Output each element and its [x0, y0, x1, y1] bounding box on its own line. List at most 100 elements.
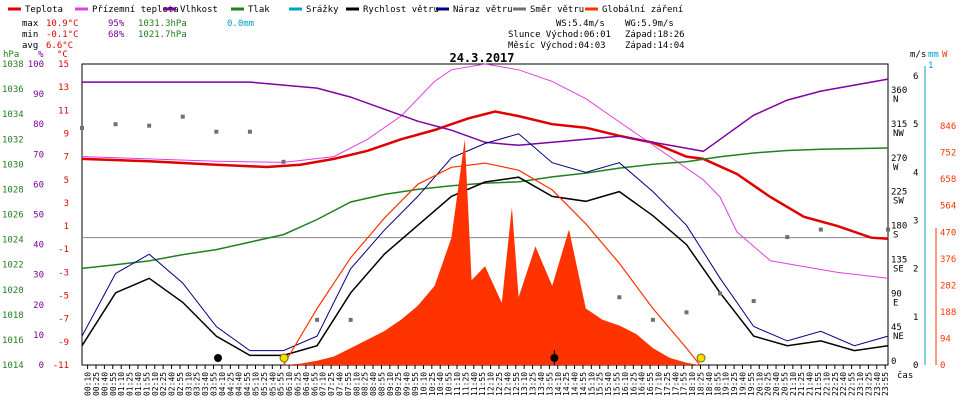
x-tick-label: 19:55: [747, 372, 756, 396]
tick-label-wind: 5: [913, 120, 918, 130]
tick-label-temperature: 15: [58, 60, 69, 70]
tick-label-radiation: 752: [940, 149, 956, 159]
tick-label-humidity: 20: [33, 301, 44, 311]
tick-label-humidity: 30: [33, 271, 44, 281]
tick-label-pressure: 1036: [2, 85, 24, 95]
unit-pct: %: [38, 50, 44, 60]
x-tick-label: 07:40: [335, 372, 344, 396]
stat-min-hum: 68%: [108, 30, 125, 40]
legend-label: Rychlost větru: [363, 5, 439, 15]
tick-label-pressure: 1030: [2, 160, 24, 170]
x-tick-label: 20:10: [755, 372, 764, 396]
x-tick-label: 10:10: [419, 372, 428, 396]
stat-moonrise: Měsíc Východ:04:03: [508, 41, 606, 51]
tick-label-radiation: 376: [940, 255, 956, 265]
tick-label-direction-name: NW: [893, 129, 904, 139]
tick-label-direction: 225: [891, 188, 907, 198]
tick-label-direction: 135: [891, 255, 907, 265]
x-tick-label: 07:55: [344, 372, 353, 396]
tick-label-rain: 1: [928, 61, 933, 71]
x-tick-label: 12:55: [512, 372, 521, 396]
tick-label-temperature: -7: [58, 315, 69, 325]
tick-label-radiation: 658: [940, 175, 956, 185]
series-wind-direction-point: [617, 295, 622, 300]
tick-label-pressure: 1018: [2, 311, 24, 321]
x-tick-label: 11:55: [478, 372, 487, 396]
x-tick-label: 17:25: [663, 372, 672, 396]
x-tick-label: 18:10: [688, 372, 697, 396]
tick-label-direction-name: SE: [893, 264, 904, 274]
tick-label-direction: 360: [891, 86, 907, 96]
series-wind-direction-point: [650, 317, 655, 322]
x-tick-label: 08:25: [361, 372, 370, 396]
x-tick-label: 18:55: [713, 372, 722, 396]
tick-label-radiation: 94: [940, 334, 951, 344]
tick-label-pressure: 1020: [2, 286, 24, 296]
x-tick-label: 13:55: [545, 372, 554, 396]
legend-label: Globální záření: [602, 5, 683, 15]
x-tick-label: 06:10: [285, 372, 294, 396]
tick-label-radiation: 0: [940, 361, 945, 371]
x-tick-label: 22:25: [831, 372, 840, 396]
stat-max-temp: 10.9°C: [46, 19, 79, 29]
series-teplota: [81, 110, 889, 241]
x-tick-label: 03:10: [184, 372, 193, 396]
tick-label-wind: 4: [913, 168, 918, 178]
x-tick-label: 23:40: [873, 372, 882, 396]
x-tick-label: 00:40: [100, 372, 109, 396]
x-tick-label: 20:25: [764, 372, 773, 396]
x-tick-label: 17:40: [671, 372, 680, 396]
x-tick-label: 20:55: [780, 372, 789, 396]
tick-label-humidity: 40: [33, 241, 44, 251]
tick-label-temperature: -5: [58, 292, 69, 302]
x-tick-label: 01:40: [134, 372, 143, 396]
x-tick-label: 03:40: [201, 372, 210, 396]
legend-label: Tlak: [248, 5, 270, 15]
x-tick-label: 10:25: [428, 372, 437, 396]
series-wind-direction-point: [147, 123, 152, 128]
x-tick-label: 19:25: [730, 372, 739, 396]
stat-sunrise: Slunce Východ:06:01: [508, 30, 611, 40]
stat-min-temp: -0.1°C: [46, 30, 79, 40]
series-wind-direction-point: [315, 317, 320, 322]
tick-label-humidity: 50: [33, 211, 44, 221]
x-tick-label: 10:55: [445, 372, 454, 396]
stat-max-rain: 0.0mm: [227, 19, 254, 29]
stat-min-label: min: [22, 30, 38, 40]
x-tick-label: 08:55: [377, 372, 386, 396]
x-tick-label: 12:10: [487, 372, 496, 396]
unit-degc: °C: [57, 50, 68, 60]
x-tick-label: 16:40: [638, 372, 647, 396]
series-wind-direction-point: [214, 129, 219, 134]
tick-label-direction: 90: [891, 289, 902, 299]
x-tick-label: 01:25: [126, 372, 135, 396]
x-tick-label: 16:10: [621, 372, 630, 396]
legend-label: Náraz větru: [453, 5, 513, 15]
x-tick-label: 11:10: [453, 372, 462, 396]
x-tick-label: 15:55: [613, 372, 622, 396]
x-tick-label: 07:25: [327, 372, 336, 396]
x-tick-label: 09:55: [411, 372, 420, 396]
sunset-marker: [696, 353, 706, 363]
legend-label: Směr větru: [530, 5, 584, 15]
sunrise-marker: [279, 353, 289, 363]
x-tick-label: 02:40: [168, 372, 177, 396]
tick-label-humidity: 70: [33, 150, 44, 160]
tick-label-wind: 3: [913, 217, 918, 227]
tick-label-direction: 0: [891, 357, 896, 367]
series-teoretick-z-en-: [282, 162, 701, 366]
series-tlak: [81, 147, 889, 270]
x-tick-label: 22:55: [848, 372, 857, 396]
tick-label-direction-name: N: [893, 95, 898, 105]
series-wind-direction-point: [684, 310, 689, 315]
unit-ms: m/s: [910, 50, 926, 60]
x-tick-label: 19:10: [722, 372, 731, 396]
series-wind-direction-point: [348, 317, 353, 322]
x-tick-label: 00:25: [92, 372, 101, 396]
stats-block: max 10.9°C 95% 1031.3hPa 0.0mm min -0.1°…: [22, 19, 685, 51]
x-tick-label: 15:25: [596, 372, 605, 396]
x-tick-label: 22:40: [839, 372, 848, 396]
tick-label-temperature: 1: [64, 222, 69, 232]
tick-label-radiation: 564: [940, 202, 956, 212]
x-tick-label: 15:10: [587, 372, 596, 396]
